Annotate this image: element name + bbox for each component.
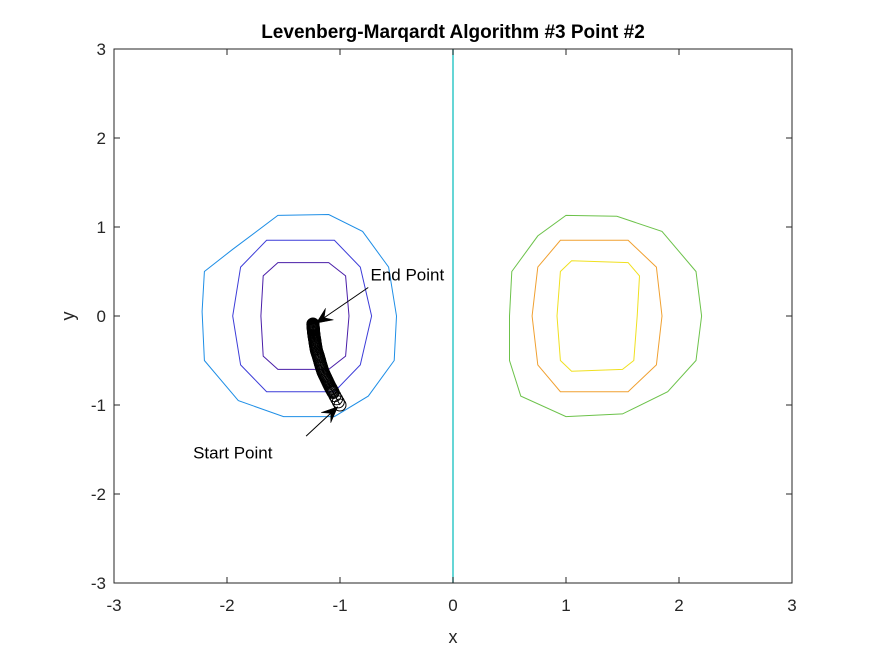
x-tick-label: -2: [219, 596, 234, 615]
x-tick-label: -1: [332, 596, 347, 615]
x-tick-label: 1: [561, 596, 570, 615]
annotation-label-2: End Point: [371, 265, 445, 284]
annotation-arrowhead-1: [321, 406, 339, 423]
optimization-path: [306, 317, 347, 412]
contour-line-4: [509, 214, 703, 418]
y-tick-label: 0: [97, 307, 106, 326]
contour-line-6: [556, 260, 641, 372]
annotation-label-1: Start Point: [193, 443, 273, 462]
annotations: Start Point End Point: [193, 265, 444, 462]
y-tick-label: 2: [97, 129, 106, 148]
annotation-arrowhead-2: [315, 308, 334, 324]
y-tick-label: 3: [97, 40, 106, 59]
x-axis-label: x: [449, 627, 458, 647]
x-tick-label: 0: [448, 596, 457, 615]
y-tick-label: 1: [97, 218, 106, 237]
x-tick-label: -3: [106, 596, 121, 615]
y-tick-label: -1: [91, 396, 106, 415]
x-tick-label: 2: [674, 596, 683, 615]
axis-ticks: -3 -2 -1 0 1 2 3 -3 -2 -1 0 1 2 3: [91, 40, 797, 615]
annotation-arrow-line-2: [315, 287, 369, 324]
contour-line-1: [201, 213, 398, 418]
y-tick-label: -2: [91, 485, 106, 504]
contour-line-5: [531, 239, 663, 393]
y-tick-label: -3: [91, 574, 106, 593]
y-axis-label: y: [58, 312, 78, 321]
path-marker: [306, 317, 320, 331]
chart-title: Levenberg-Marqardt Algorithm #3 Point #2: [261, 22, 645, 43]
x-tick-label: 3: [787, 596, 796, 615]
